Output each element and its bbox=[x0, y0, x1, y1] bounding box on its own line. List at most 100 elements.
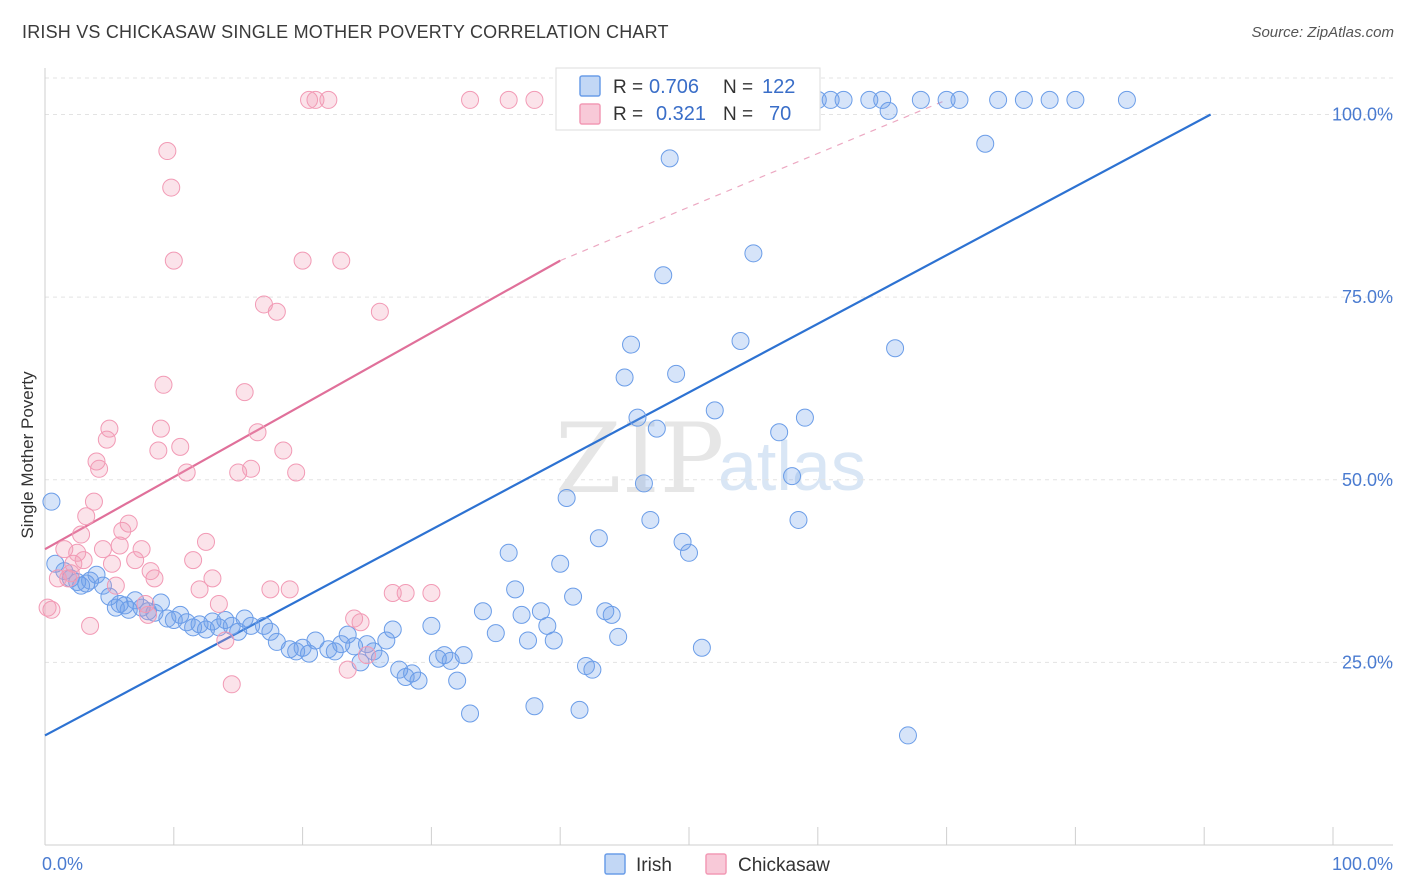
point-chickasaw-51 bbox=[274, 441, 293, 460]
point-chickasaw-32 bbox=[158, 142, 177, 161]
point-chickasaw-20 bbox=[110, 536, 129, 555]
legend-irish-r-label: R = bbox=[613, 77, 643, 98]
point-irish-86 bbox=[628, 408, 647, 427]
point-chickasaw-18 bbox=[102, 554, 121, 573]
point-chickasaw-46 bbox=[242, 459, 261, 478]
point-chickasaw-59 bbox=[338, 660, 357, 679]
point-irish-32 bbox=[235, 609, 254, 628]
point-chickasaw-14 bbox=[90, 459, 109, 478]
point-chickasaw-29 bbox=[149, 441, 168, 460]
point-irish-1 bbox=[46, 554, 65, 573]
trendline-chickasaw bbox=[44, 259, 561, 551]
point-irish-89 bbox=[647, 419, 666, 438]
point-chickasaw-1 bbox=[42, 600, 61, 619]
point-irish-10 bbox=[100, 587, 119, 606]
point-irish-69 bbox=[519, 631, 537, 650]
point-chickasaw-11 bbox=[81, 616, 100, 635]
legend-irish-n-label: N = bbox=[723, 77, 753, 98]
point-chickasaw-37 bbox=[184, 551, 203, 570]
point-chickasaw-19 bbox=[106, 576, 125, 595]
point-chickasaw-63 bbox=[370, 302, 389, 321]
grid bbox=[45, 77, 1393, 663]
point-chickasaw-40 bbox=[203, 569, 222, 588]
point-chickasaw-52 bbox=[280, 580, 299, 599]
y-tick-label-3: 100.0% bbox=[1332, 105, 1393, 125]
point-irish-51 bbox=[377, 631, 396, 650]
point-irish-84 bbox=[615, 368, 634, 387]
axes bbox=[44, 68, 1393, 846]
point-irish-107 bbox=[834, 90, 853, 109]
point-chickasaw-6 bbox=[64, 554, 83, 573]
point-chickasaw-68 bbox=[499, 90, 518, 109]
point-chickasaw-69 bbox=[525, 90, 544, 109]
point-irish-56 bbox=[409, 671, 428, 690]
point-irish-73 bbox=[544, 631, 563, 650]
point-irish-104 bbox=[795, 408, 814, 427]
trendline-irish bbox=[44, 113, 1212, 737]
point-irish-76 bbox=[564, 587, 583, 606]
point-chickasaw-8 bbox=[72, 525, 91, 544]
point-chickasaw-55 bbox=[300, 90, 319, 109]
point-irish-119 bbox=[1040, 90, 1059, 109]
watermark-zip: ZIP bbox=[555, 403, 724, 515]
point-chickasaw-58 bbox=[332, 251, 351, 270]
point-chickasaw-17 bbox=[100, 419, 119, 438]
point-irish-0 bbox=[42, 492, 61, 511]
point-irish-35 bbox=[261, 622, 280, 641]
point-chickasaw-53 bbox=[287, 463, 306, 482]
point-irish-79 bbox=[583, 660, 602, 679]
point-chickasaw-13 bbox=[87, 452, 106, 471]
point-chickasaw-24 bbox=[132, 540, 151, 559]
point-irish-70 bbox=[525, 697, 544, 716]
point-chickasaw-12 bbox=[84, 492, 103, 511]
point-irish-85 bbox=[622, 335, 641, 354]
point-chickasaw-22 bbox=[119, 514, 138, 533]
point-chickasaw-36 bbox=[177, 463, 196, 482]
tick-labels: 25.0% 50.0% 75.0% 100.0% 0.0% 100.0% bbox=[42, 105, 1393, 874]
point-chickasaw-16 bbox=[97, 430, 116, 449]
point-chickasaw-45 bbox=[235, 383, 254, 402]
point-irish-88 bbox=[641, 510, 660, 529]
point-irish-82 bbox=[602, 605, 621, 624]
point-irish-101 bbox=[770, 423, 789, 442]
point-chickasaw-35 bbox=[171, 437, 190, 456]
point-irish-62 bbox=[454, 646, 473, 665]
point-irish-33 bbox=[242, 616, 261, 635]
point-chickasaw-50 bbox=[267, 302, 286, 321]
point-irish-113 bbox=[911, 90, 930, 109]
trendlines bbox=[44, 99, 1212, 737]
point-irish-94 bbox=[680, 543, 698, 562]
point-chickasaw-10 bbox=[77, 507, 96, 526]
point-irish-95 bbox=[692, 638, 711, 657]
point-irish-93 bbox=[673, 532, 692, 551]
point-irish-80 bbox=[589, 529, 608, 548]
point-irish-8 bbox=[87, 565, 106, 584]
point-chickasaw-15 bbox=[93, 540, 112, 559]
point-chickasaw-41 bbox=[209, 594, 228, 613]
point-irish-103 bbox=[789, 510, 808, 529]
point-irish-74 bbox=[551, 554, 570, 573]
point-irish-55 bbox=[403, 664, 422, 683]
point-irish-66 bbox=[499, 543, 518, 562]
point-chickasaw-49 bbox=[261, 580, 280, 599]
bottom-legend-chickasaw: Chickasaw bbox=[738, 855, 830, 876]
point-irish-52 bbox=[383, 620, 402, 639]
point-irish-9 bbox=[93, 576, 112, 595]
point-chickasaw-47 bbox=[248, 423, 267, 442]
point-irish-43 bbox=[325, 642, 344, 661]
point-irish-90 bbox=[654, 266, 673, 285]
point-irish-87 bbox=[634, 474, 653, 493]
point-irish-15 bbox=[126, 591, 145, 610]
point-chickasaw-57 bbox=[319, 90, 338, 109]
point-irish-116 bbox=[976, 134, 995, 153]
legend-irish-n: 122 bbox=[762, 76, 795, 98]
legend-irish-r: 0.706 bbox=[649, 76, 699, 98]
point-irish-108 bbox=[860, 90, 879, 109]
y-tick-label-1: 50.0% bbox=[1342, 470, 1393, 490]
source-label: Source: ZipAtlas.com bbox=[1251, 24, 1394, 41]
point-irish-92 bbox=[667, 364, 686, 383]
point-irish-112 bbox=[898, 726, 917, 745]
point-chickasaw-25 bbox=[136, 594, 155, 613]
point-irish-57 bbox=[422, 616, 441, 635]
